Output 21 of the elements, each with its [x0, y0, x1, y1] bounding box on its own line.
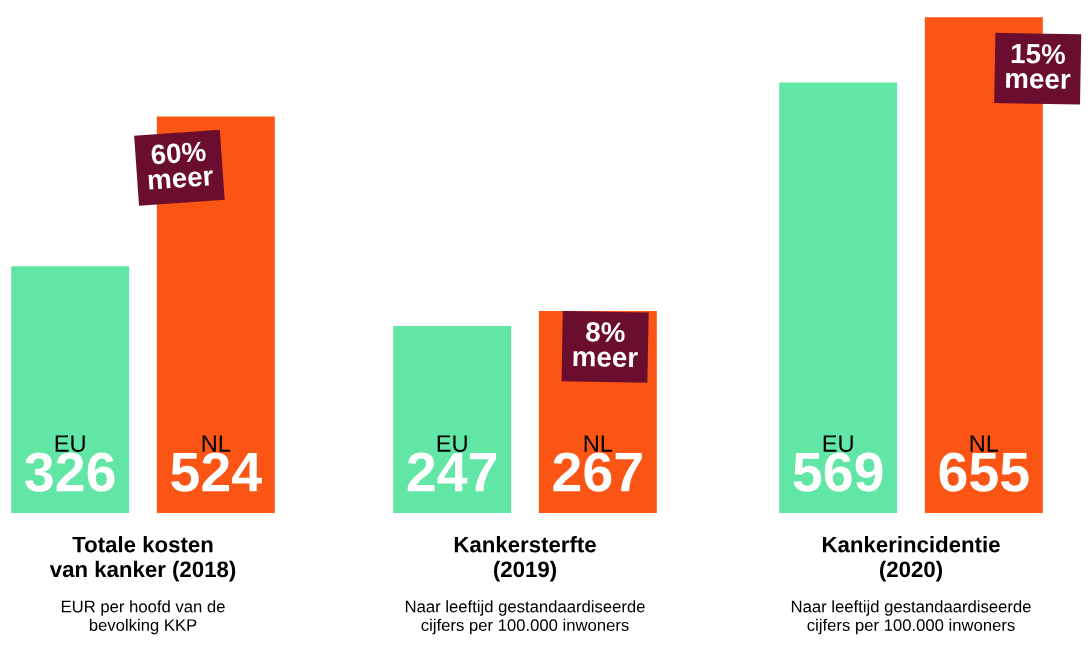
text: EUR per hoofd van de bevolking KKP	[61, 600, 225, 635]
text: Naar leeftijd gestandaardiseerde cijfers per 100.000 inwoners	[405, 600, 645, 635]
data-label: 267	[553, 452, 642, 492]
annotation: 15% meer	[1005, 43, 1071, 90]
text: Kankersterfte (2019)	[454, 536, 596, 582]
text: Kankerincidentie (2020)	[822, 536, 1000, 582]
data-label: 569	[793, 452, 883, 492]
annotation: 60% meer	[148, 141, 214, 190]
category-label: EU	[55, 435, 85, 452]
text: Totale kosten van kanker (2018)	[49, 536, 236, 582]
category-label: EU	[437, 435, 467, 452]
data-label: 655	[939, 452, 1029, 492]
data-label: 524	[171, 452, 262, 492]
annotation: 8% meer	[573, 321, 638, 368]
data-label: 326	[25, 452, 115, 492]
category-label: NL	[970, 435, 999, 452]
category-label: NL	[584, 435, 613, 452]
category-label: NL	[202, 435, 231, 452]
data-label: 247	[407, 452, 497, 492]
text: Naar leeftijd gestandaardiseerde cijfers per 100.000 inwoners	[791, 600, 1031, 635]
category-label: EU	[823, 435, 853, 452]
